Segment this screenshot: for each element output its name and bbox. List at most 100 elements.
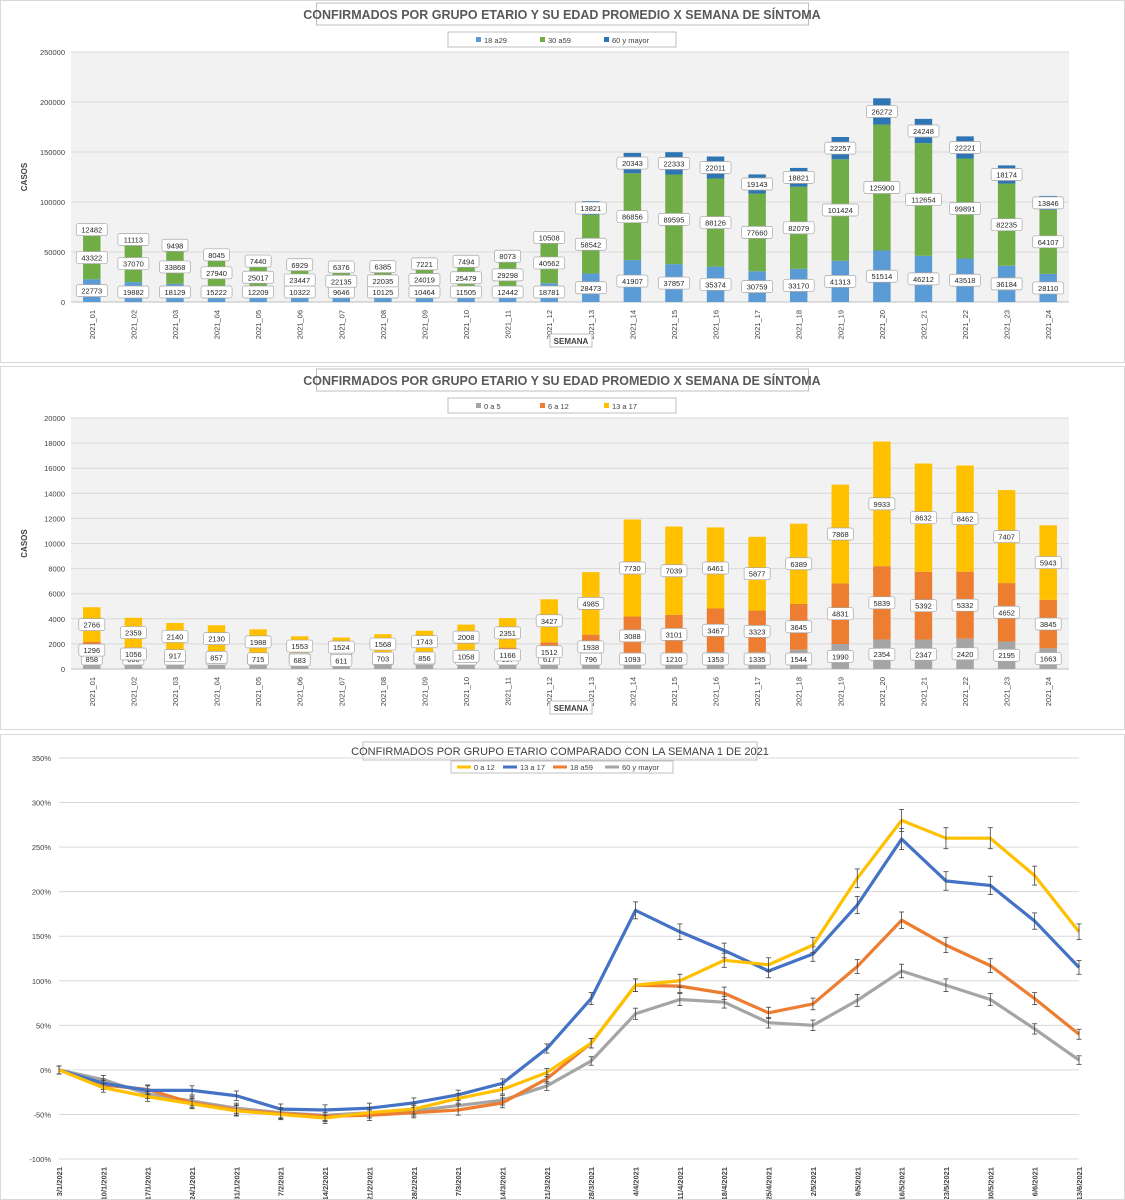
x-tick-label: 2/5/2021 <box>809 1167 818 1196</box>
data-label-box <box>574 201 607 215</box>
x-tick-label: 2021_11 <box>504 310 513 339</box>
data-label-text: 2347 <box>915 650 932 659</box>
x-tick-label: 18/4/2021 <box>720 1167 729 1199</box>
data-label-2021_05-0: 12209 <box>242 285 274 299</box>
data-label-box <box>824 274 857 288</box>
x-tick-label: 2021_12 <box>545 677 554 706</box>
data-label-box <box>242 270 274 284</box>
data-label-box <box>452 650 480 663</box>
data-label-text: 1512 <box>541 648 558 657</box>
error-bar-0-14 <box>677 973 683 988</box>
error-bar-3-22 <box>1032 1023 1038 1035</box>
data-label-2021_10-0: 11505 <box>450 285 482 299</box>
data-label-box <box>247 652 269 666</box>
data-label-2021_15-1: 89595 <box>658 212 690 226</box>
data-label-2021_21-1: 5392 <box>910 599 937 613</box>
data-label-text: 1524 <box>333 643 350 652</box>
data-label-box <box>785 620 813 634</box>
data-label-text: 4831 <box>832 610 849 619</box>
data-label-box <box>826 650 854 663</box>
x-tick-label: 17/1/2021 <box>144 1167 153 1199</box>
data-label-2021_06-2: 1553 <box>286 639 314 653</box>
data-label-2021_19-2: 7868 <box>826 527 854 541</box>
x-tick-label: 2021_18 <box>795 310 804 339</box>
data-label-text: 11505 <box>456 288 476 297</box>
data-label-box <box>1032 196 1065 210</box>
data-label-2021_24-0: 28110 <box>1032 281 1065 295</box>
data-label-2021_12-2: 10508 <box>533 231 566 244</box>
data-label-2021_05-1: 715 <box>247 652 269 666</box>
x-axis-label: SEMANA <box>554 704 589 713</box>
error-bar-1-21 <box>987 875 993 896</box>
data-label-box <box>283 273 316 287</box>
error-bar-1-23 <box>1076 960 1082 975</box>
data-label-text: 40562 <box>539 259 560 268</box>
data-label-text: 41313 <box>830 277 851 286</box>
data-label-2021_16-2: 22011 <box>699 161 732 174</box>
data-label-text: 7868 <box>832 530 849 539</box>
error-bar-0-10 <box>499 1084 505 1095</box>
data-label-box <box>743 567 771 581</box>
error-bar-2-15 <box>721 986 727 1000</box>
x-tick-label: 6/6/2021 <box>1031 1167 1040 1196</box>
error-bar-0-17 <box>810 937 816 954</box>
data-label-2021_05-2: 1988 <box>244 635 272 649</box>
data-label-box <box>411 257 438 271</box>
y-tick-label: 0 <box>61 665 65 674</box>
data-label-text: 86856 <box>622 213 643 222</box>
data-label-2021_24-1: 3845 <box>1034 617 1062 631</box>
legend-box <box>447 397 677 414</box>
data-label-2021_23-0: 2195 <box>993 648 1020 662</box>
data-label-2021_11-2: 8073 <box>494 249 521 263</box>
data-label-text: 46212 <box>913 275 934 284</box>
x-axis-label-box <box>549 700 593 715</box>
data-label-text: 18174 <box>996 170 1017 179</box>
error-bar-2-23 <box>1076 1028 1082 1040</box>
data-label-2021_04-1: 857 <box>205 650 228 664</box>
y-tick-label: 14000 <box>44 489 65 498</box>
data-label-2021_19-1: 4831 <box>826 607 854 621</box>
data-label-box <box>242 285 274 299</box>
data-label-text: 35374 <box>705 280 726 289</box>
data-label-text: 6389 <box>790 560 807 569</box>
series-line-18-a59 <box>58 918 1081 1118</box>
data-label-2021_04-0: 15222 <box>200 285 233 299</box>
data-label-box <box>907 124 940 138</box>
data-label-box <box>75 251 108 264</box>
data-label-box <box>494 249 521 263</box>
data-label-text: 23447 <box>289 276 310 285</box>
data-label-text: 3323 <box>749 627 766 636</box>
data-label-text: 18129 <box>165 288 186 297</box>
data-label-box <box>616 210 649 224</box>
data-label-2021_01-0: 22773 <box>75 284 108 297</box>
data-label-text: 29298 <box>497 271 518 280</box>
data-label-text: 1335 <box>749 655 766 664</box>
error-bar-3-21 <box>987 993 993 1006</box>
error-bar-0-11 <box>544 1068 550 1078</box>
data-label-2021_08-0: 10125 <box>367 285 399 299</box>
series-line-13-a-17 <box>58 837 1081 1112</box>
y-tick-label: 200% <box>32 888 52 897</box>
error-bar-0-2 <box>145 1091 151 1102</box>
y-tick-label: 18000 <box>44 439 65 448</box>
y-tick-label: 200000 <box>40 98 65 107</box>
data-label-2021_15-2: 22333 <box>658 157 690 170</box>
x-tick-label: 2021_18 <box>795 677 804 706</box>
x-tick-label: 2021_03 <box>171 310 180 339</box>
error-bar-3-18 <box>854 994 860 1007</box>
data-label-text: 22035 <box>372 277 393 286</box>
data-label-text: 37857 <box>664 279 685 288</box>
data-label-2021_04-2: 8045 <box>203 248 230 262</box>
data-label-2021_24-1: 64107 <box>1032 235 1065 249</box>
data-label-2021_10-1: 1058 <box>452 650 480 663</box>
chart-title: CONFIRMADOS POR GRUPO ETARIO Y SU EDAD P… <box>303 373 820 388</box>
data-label-text: 99891 <box>955 205 976 214</box>
data-label-text: 7039 <box>666 567 683 576</box>
data-label-2021_14-0: 1093 <box>619 652 646 666</box>
data-label-2021_19-2: 22257 <box>824 141 857 155</box>
x-tick-label: 2021_07 <box>337 677 346 706</box>
data-label-text: 10464 <box>414 288 435 297</box>
x-tick-label: 3/1/2021 <box>55 1167 64 1196</box>
x-tick-label: 21/2/2021 <box>365 1167 374 1199</box>
data-label-box <box>824 141 857 155</box>
